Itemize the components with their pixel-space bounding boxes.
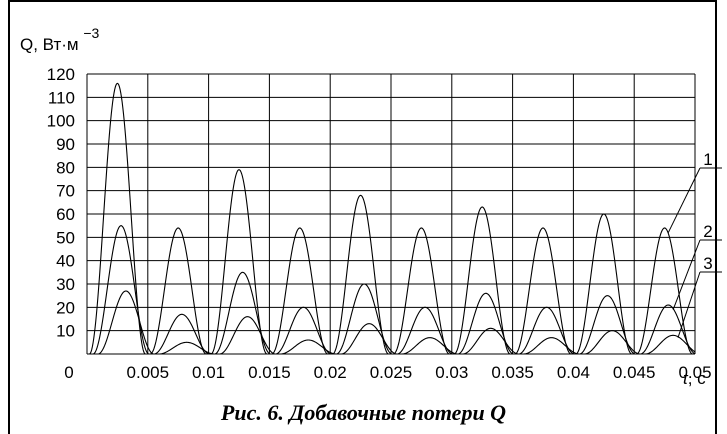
x-tick-label: 0.03 — [435, 363, 468, 382]
x-tick-label: 0.045 — [613, 363, 656, 382]
y-tick-label: 90 — [56, 135, 75, 154]
chart: 10 20 30 40 50 60 70 80 90 100 110 120 0 0.005 0.01 0.0… — [20, 25, 722, 388]
x-axis-label-unit: , с — [688, 369, 706, 388]
x-tick-label: 0.04 — [557, 363, 590, 382]
x-tick-label: 0 — [64, 363, 73, 382]
figure-caption: Рис. 6. Добавочные потери Q — [220, 400, 507, 425]
y-tick-label: 40 — [56, 252, 75, 271]
y-tick-label: 70 — [56, 182, 75, 201]
y-tick-label: 50 — [56, 228, 75, 247]
curves — [87, 82, 696, 355]
x-tick-label: 0.01 — [192, 363, 225, 382]
grid — [86, 73, 696, 355]
y-tick-label: 30 — [56, 275, 75, 294]
x-tick-label: 0.035 — [491, 363, 534, 382]
x-tick-label: 0.005 — [127, 363, 170, 382]
x-tick-label: 0.05 — [678, 363, 711, 382]
y-tick-label: 120 — [47, 65, 75, 84]
y-tick-label: 80 — [56, 158, 75, 177]
series-2-label: 2 — [703, 222, 712, 241]
series-3-line — [87, 290, 696, 355]
x-axis-label: t, с — [683, 369, 706, 388]
series-3-label: 3 — [703, 254, 712, 273]
y-tick-label: 60 — [56, 205, 75, 224]
x-tick-label: 0.02 — [314, 363, 347, 382]
series-2-leader — [672, 239, 701, 310]
series-1-label: 1 — [703, 150, 712, 169]
y-axis-label-exponent: −3 — [83, 25, 99, 41]
y-tick-label: 10 — [56, 322, 75, 341]
y-tick-label: 100 — [47, 112, 75, 131]
tick-labels: 10 20 30 40 50 60 70 80 90 100 110 120 0 0.005 0.01 0.0… — [47, 65, 712, 382]
curve-labels: 1 2 3 — [667, 150, 722, 338]
y-tick-label: 20 — [56, 298, 75, 317]
x-tick-label: 0.025 — [370, 363, 413, 382]
series-1-leader — [667, 167, 701, 233]
series-3-leader — [677, 271, 701, 338]
y-axis-label: Q, Вт·м −3 — [20, 25, 100, 54]
series-2-line — [87, 225, 696, 355]
x-axis-label-variable: t — [683, 369, 689, 388]
y-axis-label-text: Q, Вт·м — [20, 35, 79, 54]
y-tick-label: 110 — [48, 88, 75, 107]
figure-frame — [8, 0, 717, 434]
x-tick-label: 0.015 — [248, 363, 291, 382]
